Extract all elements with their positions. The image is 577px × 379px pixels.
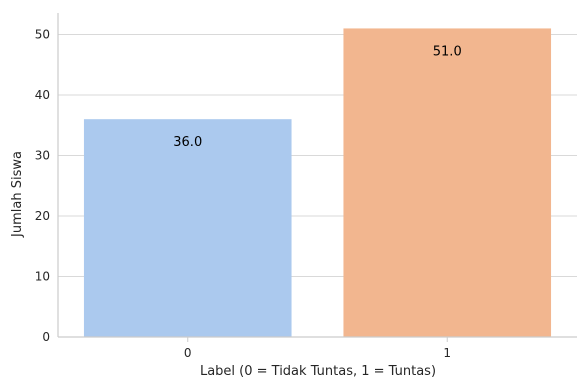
bar-0 — [83, 119, 292, 337]
y-tick-label: 20 — [35, 209, 50, 223]
data-label-0: 36.0 — [173, 135, 202, 150]
bar-1 — [343, 28, 552, 338]
y-tick-label: 0 — [42, 330, 50, 344]
data-labels: 36.0 51.0 — [173, 44, 461, 150]
y-axis-label: Jumlah Siswa — [10, 151, 25, 238]
y-tick-label: 10 — [35, 269, 50, 283]
x-tick-label: 1 — [443, 346, 451, 360]
x-axis-label: Label (0 = Tidak Tuntas, 1 = Tuntas) — [200, 364, 436, 379]
plot-frame — [57, 13, 577, 338]
y-tick-labels: 0 10 20 30 40 50 — [35, 27, 50, 344]
data-label-1: 51.0 — [433, 44, 462, 59]
bars — [83, 28, 552, 338]
y-tick-label: 50 — [35, 27, 50, 41]
y-tick-label: 30 — [35, 148, 50, 162]
y-tick-label: 40 — [35, 88, 50, 102]
x-tick-label: 0 — [184, 346, 192, 360]
